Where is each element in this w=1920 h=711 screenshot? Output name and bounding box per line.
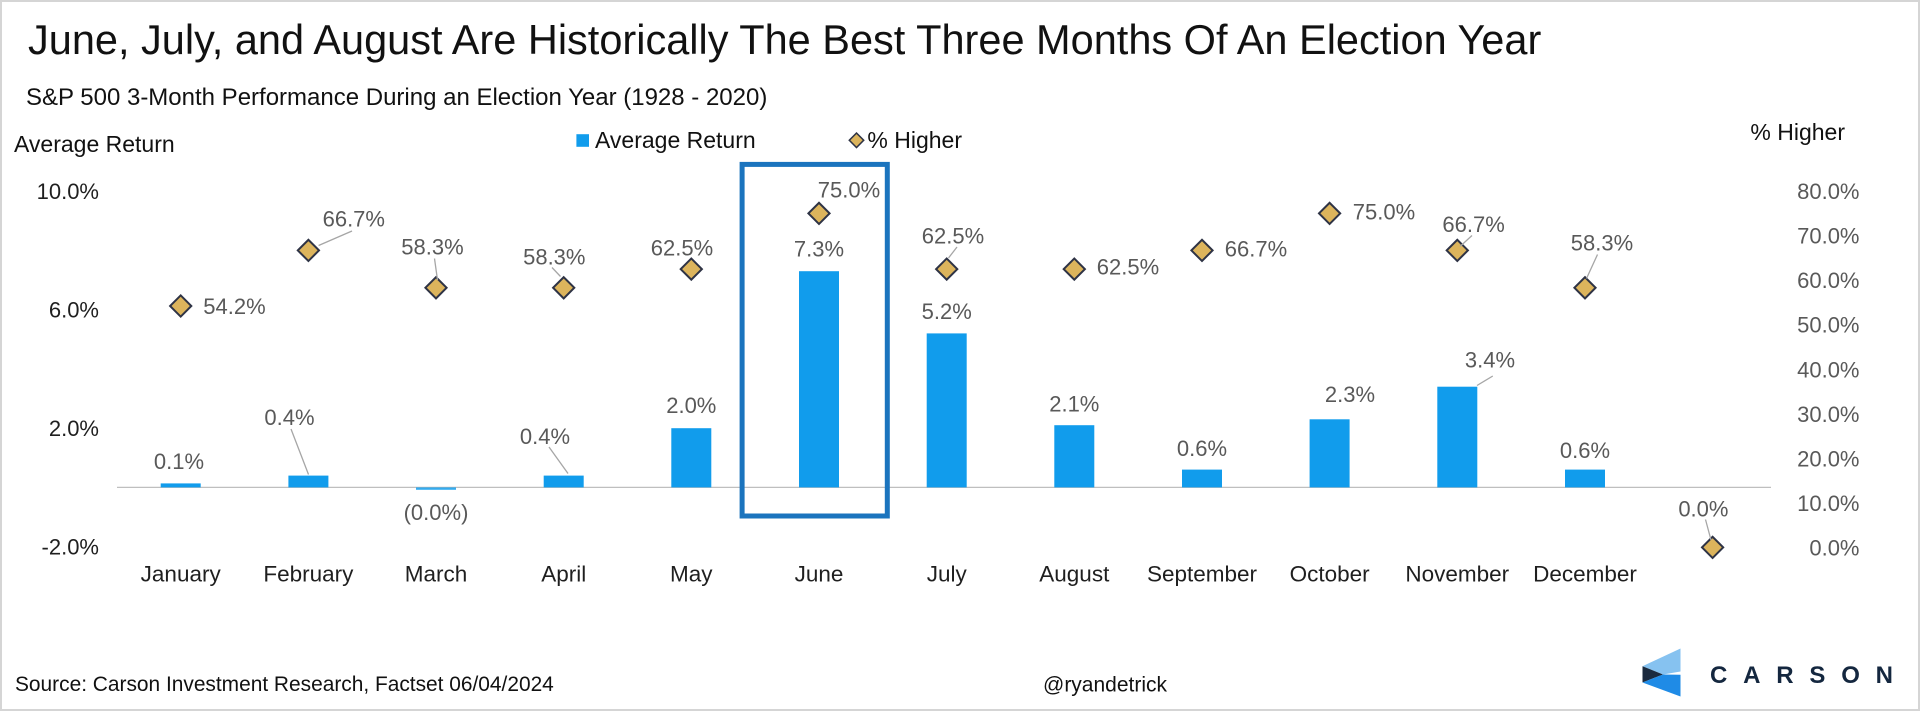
svg-text:0.4%: 0.4% bbox=[520, 424, 570, 449]
svg-text:6.0%: 6.0% bbox=[49, 298, 99, 323]
svg-text:2.1%: 2.1% bbox=[1049, 392, 1099, 417]
svg-text:3.4%: 3.4% bbox=[1465, 348, 1515, 373]
svg-text:62.5%: 62.5% bbox=[922, 224, 984, 249]
svg-text:2.0%: 2.0% bbox=[666, 393, 716, 418]
svg-text:January: January bbox=[141, 562, 222, 587]
svg-text:75.0%: 75.0% bbox=[818, 178, 880, 203]
svg-text:58.3%: 58.3% bbox=[1571, 231, 1633, 256]
svg-text:April: April bbox=[541, 562, 586, 587]
svg-text:66.7%: 66.7% bbox=[1442, 212, 1504, 237]
svg-text:% Higher: % Higher bbox=[1750, 119, 1845, 145]
svg-text:Source: Carson Investment Res: Source: Carson Investment Research, Fact… bbox=[15, 673, 554, 696]
svg-text:80.0%: 80.0% bbox=[1797, 179, 1859, 204]
svg-text:% Higher: % Higher bbox=[867, 127, 962, 153]
svg-text:July: July bbox=[927, 562, 968, 587]
svg-text:March: March bbox=[405, 562, 468, 587]
svg-text:September: September bbox=[1147, 562, 1258, 587]
svg-text:June, July, and August Are His: June, July, and August Are Historically … bbox=[28, 16, 1541, 63]
svg-text:(0.0%): (0.0%) bbox=[404, 500, 469, 525]
svg-text:February: February bbox=[263, 562, 354, 587]
svg-text:60.0%: 60.0% bbox=[1797, 268, 1859, 293]
svg-text:June: June bbox=[795, 562, 844, 587]
svg-text:58.3%: 58.3% bbox=[401, 235, 463, 260]
svg-text:0.6%: 0.6% bbox=[1560, 438, 1610, 463]
svg-text:30.0%: 30.0% bbox=[1797, 402, 1859, 427]
svg-text:10.0%: 10.0% bbox=[1797, 491, 1859, 516]
svg-text:0.0%: 0.0% bbox=[1678, 496, 1728, 521]
svg-text:66.7%: 66.7% bbox=[1225, 236, 1287, 261]
svg-text:2.3%: 2.3% bbox=[1325, 382, 1375, 407]
svg-text:Average Return: Average Return bbox=[595, 127, 756, 153]
svg-text:66.7%: 66.7% bbox=[323, 207, 385, 232]
svg-text:0.0%: 0.0% bbox=[1809, 535, 1859, 560]
svg-text:August: August bbox=[1039, 562, 1110, 587]
svg-text:7.3%: 7.3% bbox=[794, 237, 844, 262]
svg-text:2.0%: 2.0% bbox=[49, 416, 99, 441]
svg-text:CARSON: CARSON bbox=[1710, 662, 1909, 689]
svg-text:75.0%: 75.0% bbox=[1353, 200, 1415, 225]
svg-text:70.0%: 70.0% bbox=[1797, 224, 1859, 249]
svg-text:-2.0%: -2.0% bbox=[42, 535, 99, 560]
svg-text:62.5%: 62.5% bbox=[651, 236, 713, 261]
svg-text:Average Return: Average Return bbox=[14, 131, 175, 157]
svg-text:November: November bbox=[1405, 562, 1509, 587]
svg-text:October: October bbox=[1290, 562, 1371, 587]
svg-text:0.1%: 0.1% bbox=[154, 449, 204, 474]
svg-text:December: December bbox=[1533, 562, 1637, 587]
svg-text:10.0%: 10.0% bbox=[37, 179, 99, 204]
svg-text:20.0%: 20.0% bbox=[1797, 446, 1859, 471]
svg-text:54.2%: 54.2% bbox=[203, 294, 265, 319]
svg-text:40.0%: 40.0% bbox=[1797, 357, 1859, 382]
svg-text:62.5%: 62.5% bbox=[1097, 255, 1159, 280]
svg-text:S&P 500 3-Month Performance Du: S&P 500 3-Month Performance During an El… bbox=[26, 84, 767, 111]
svg-text:0.6%: 0.6% bbox=[1177, 436, 1227, 461]
svg-text:50.0%: 50.0% bbox=[1797, 313, 1859, 338]
svg-text:May: May bbox=[670, 562, 713, 587]
svg-text:58.3%: 58.3% bbox=[523, 244, 585, 269]
svg-text:0.4%: 0.4% bbox=[264, 405, 314, 430]
svg-text:@ryandetrick: @ryandetrick bbox=[1043, 674, 1168, 697]
svg-text:5.2%: 5.2% bbox=[922, 299, 972, 324]
